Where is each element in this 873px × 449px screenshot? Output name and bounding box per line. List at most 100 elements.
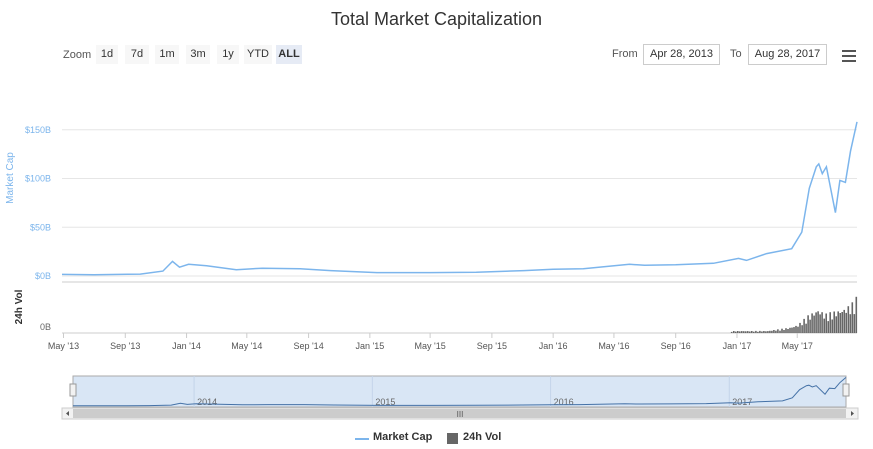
volume-bar — [751, 331, 753, 333]
scroll-left-arrow-icon[interactable] — [66, 411, 69, 416]
navigator-year-label: 2015 — [375, 397, 395, 407]
hamburger-menu-icon[interactable] — [842, 50, 856, 62]
navigator-left-handle[interactable] — [69, 383, 77, 397]
y-tick-label: $150B — [25, 125, 51, 135]
zoom-label: Zoom — [63, 49, 92, 61]
zoom-ytd-button[interactable]: YTD — [244, 45, 272, 64]
scrollbar-thumb[interactable] — [73, 409, 846, 418]
volume-bar — [779, 330, 781, 333]
volume-bar — [795, 325, 797, 333]
volume-bar — [797, 326, 799, 333]
from-date-input[interactable]: Apr 28, 2013 — [643, 44, 720, 65]
navigator-year-label: 2014 — [197, 397, 217, 407]
volume-bar — [813, 315, 815, 333]
legend-volume-swatch — [447, 433, 458, 444]
volume-bar — [847, 306, 850, 333]
zoom-1y-button[interactable]: 1y — [217, 45, 239, 64]
volume-bar — [757, 331, 759, 333]
x-tick-label: Sep '16 — [661, 341, 691, 351]
x-tick-label: May '13 — [48, 341, 79, 351]
navigator-year-label: 2017 — [732, 397, 752, 407]
navigator-year-label: 2016 — [554, 397, 574, 407]
volume-bar — [807, 315, 809, 333]
volume-bar — [783, 330, 785, 333]
volume-bar — [733, 331, 735, 333]
x-axis: May '13 Sep '13 Jan '14 May '14 Sep '14 Jan '… — [48, 333, 813, 351]
y-axis-labels: $0B $50B $100B $150B — [25, 125, 51, 281]
volume-bar — [763, 331, 765, 333]
volume-bar — [755, 330, 757, 333]
to-label: To — [730, 48, 742, 60]
volume-bar — [793, 327, 795, 333]
zoom-all-button[interactable]: ALL — [276, 45, 302, 64]
from-label: From — [612, 48, 638, 60]
volume-bar — [821, 312, 823, 333]
volume-axis-zero-label: 0B — [40, 322, 51, 332]
volume-bar — [769, 330, 771, 333]
market-cap-axis-title: Market Cap — [5, 152, 16, 204]
volume-bar — [833, 311, 835, 333]
x-tick-label: Sep '15 — [477, 341, 507, 351]
volume-bar — [819, 314, 821, 333]
volume-bar — [811, 313, 813, 333]
x-tick-label: Jan '15 — [355, 341, 384, 351]
volume-bar — [773, 330, 775, 333]
legend-market-cap-label[interactable]: Market Cap — [373, 431, 433, 443]
x-tick-label: Sep '13 — [110, 341, 140, 351]
volume-bar — [730, 331, 733, 333]
x-tick-label: May '14 — [231, 341, 262, 351]
x-tick-label: May '15 — [415, 341, 446, 351]
navigator-selection — [72, 375, 847, 408]
zoom-7d-button[interactable]: 7d — [125, 45, 149, 64]
volume-bar — [853, 314, 856, 333]
volume-bar — [841, 312, 843, 333]
x-tick-label: Jan '17 — [723, 341, 752, 351]
zoom-1m-button[interactable]: 1m — [155, 45, 179, 64]
volume-bar — [785, 328, 787, 333]
x-tick-label: Jan '14 — [172, 341, 201, 351]
volume-axis-title: 24h Vol — [14, 289, 25, 324]
volume-bar — [791, 327, 793, 333]
legend-volume-label[interactable]: 24h Vol — [463, 431, 502, 443]
volume-bar — [759, 330, 761, 333]
volume-bar — [849, 314, 852, 333]
volume-bar — [803, 318, 805, 333]
to-date-input[interactable]: Aug 28, 2017 — [748, 44, 827, 65]
volume-bar — [743, 331, 745, 333]
volume-bar — [815, 312, 817, 333]
volume-bar — [767, 331, 769, 333]
volume-bar — [827, 321, 829, 333]
y-tick-label: $100B — [25, 174, 51, 184]
scroll-right-arrow-icon[interactable] — [851, 411, 854, 416]
volume-bar — [741, 331, 743, 333]
navigator-right-handle[interactable] — [842, 383, 850, 397]
volume-bar — [835, 316, 837, 333]
navigator[interactable]: 2014 2015 2016 2017 III — [61, 375, 859, 420]
y-tick-label: $0B — [35, 271, 51, 281]
y-tick-label: $50B — [30, 222, 51, 232]
volume-bar — [817, 311, 819, 333]
volume-bar — [809, 319, 811, 333]
volume-bar — [851, 302, 854, 333]
volume-bar — [777, 329, 779, 333]
zoom-3m-button[interactable]: 3m — [186, 45, 210, 64]
volume-bar — [823, 318, 825, 333]
navigator-line — [72, 377, 847, 407]
volume-bar — [747, 331, 749, 333]
volume-bar — [825, 313, 827, 333]
volume-bar — [789, 327, 791, 333]
x-tick-label: May '17 — [782, 341, 813, 351]
volume-bar — [761, 331, 763, 333]
scrollbar-grip: III — [457, 410, 464, 419]
volume-bar — [735, 331, 737, 333]
volume-bar — [837, 311, 839, 333]
volume-bar — [745, 331, 747, 333]
zoom-1d-button[interactable]: 1d — [96, 45, 118, 64]
volume-bar — [831, 319, 833, 333]
legend-market-cap-swatch — [355, 438, 369, 440]
volume-bar — [855, 296, 858, 333]
x-tick-label: Jan '16 — [539, 341, 568, 351]
market-cap-line — [61, 121, 858, 276]
volume-bar — [805, 323, 807, 333]
volume-bar — [839, 313, 841, 333]
